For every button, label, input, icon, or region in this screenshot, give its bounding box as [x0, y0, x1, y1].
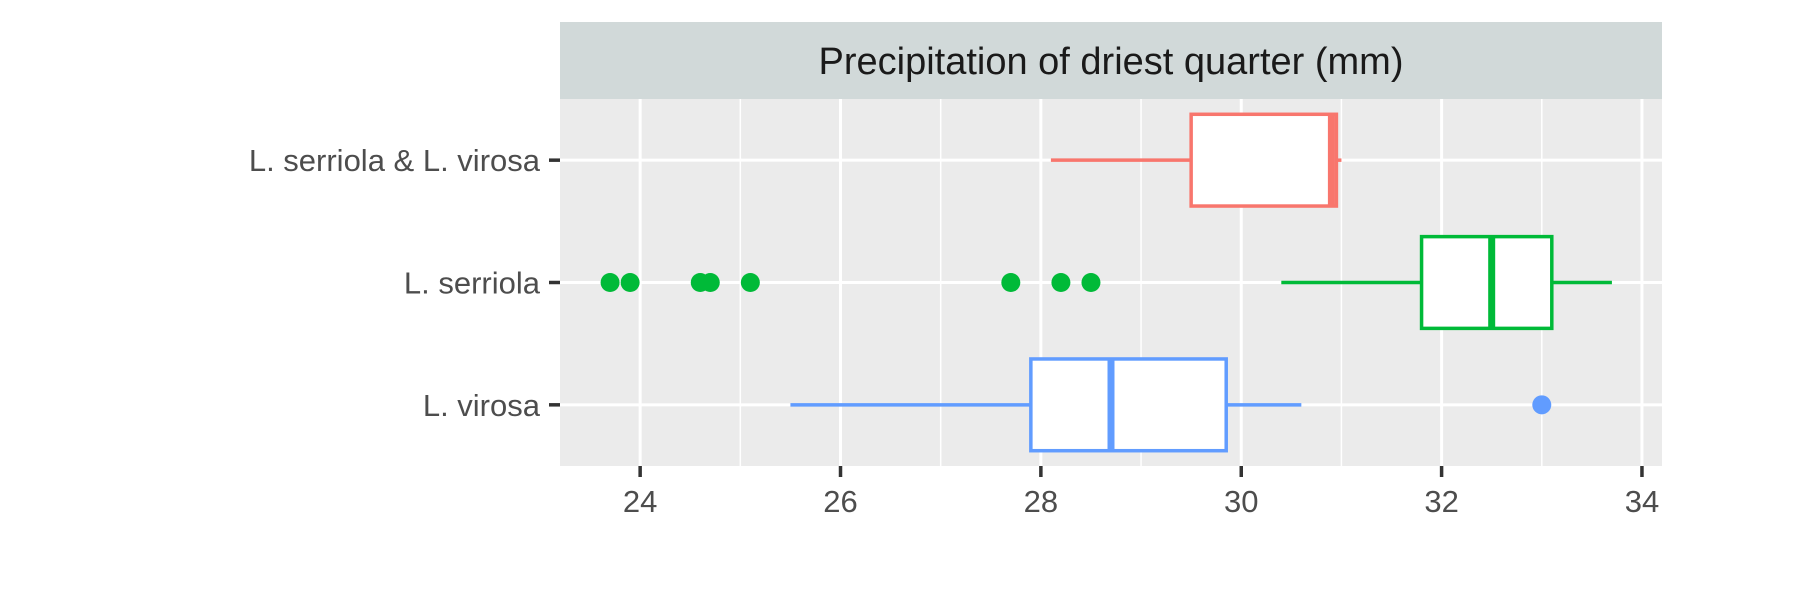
box-iqr — [1029, 357, 1228, 453]
x-tick-label: 28 — [1024, 484, 1058, 519]
axes: L. serriola & L. virosa L. serriola L. vir… — [249, 143, 1659, 519]
box-iqr — [1189, 112, 1339, 208]
outlier-point — [740, 273, 760, 292]
strip-background — [560, 22, 1662, 99]
y-tick-label: L. virosa — [423, 388, 541, 423]
outlier-point — [1532, 395, 1552, 415]
boxes — [600, 112, 1612, 453]
box-iqr — [1419, 234, 1554, 331]
y-tick-label: L. serriola & L. virosa — [249, 143, 541, 178]
x-tick-label: 24 — [623, 484, 657, 519]
x-tick-label: 34 — [1625, 484, 1659, 519]
y-tick-label: L. serriola — [404, 266, 541, 301]
outlier-point — [1051, 273, 1071, 292]
x-tick-label: 30 — [1224, 484, 1258, 519]
chart-title: Precipitation of driest quarter (mm) — [819, 41, 1404, 83]
outlier-point — [1081, 273, 1101, 292]
x-tick-label: 32 — [1424, 484, 1458, 519]
outlier-point — [1001, 273, 1021, 292]
outlier-point — [700, 273, 720, 292]
outlier-point — [620, 273, 640, 292]
outlier-point — [600, 273, 620, 292]
x-tick-label: 26 — [823, 484, 857, 519]
